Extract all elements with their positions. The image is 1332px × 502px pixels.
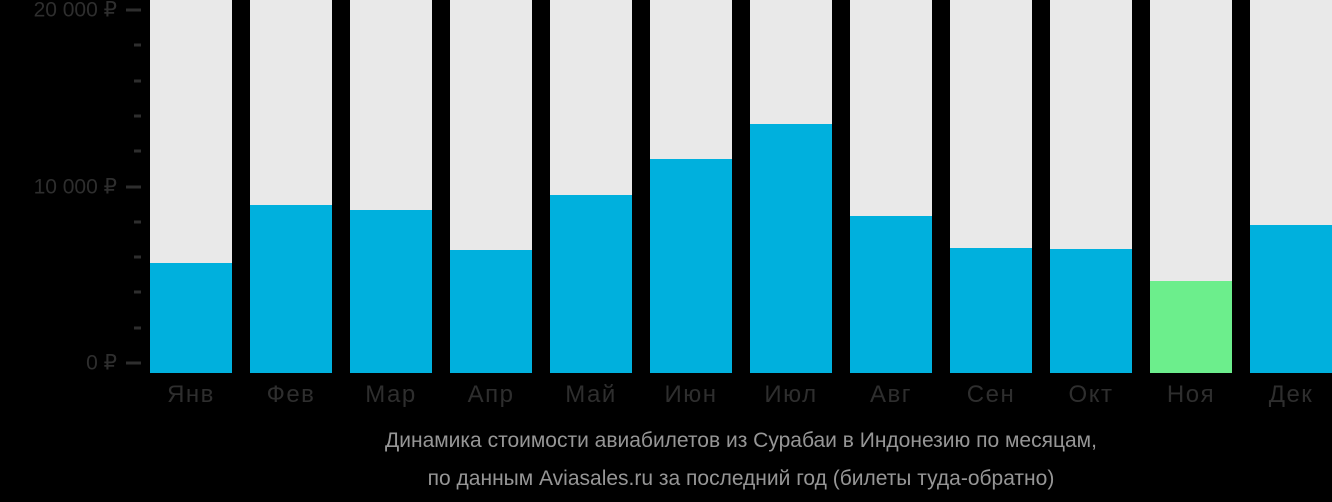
y-tick-label-10000: 10 000 ₽ bbox=[33, 175, 117, 198]
y-tick-minor-18000 bbox=[134, 43, 141, 47]
y-tick-major-0 bbox=[126, 361, 141, 365]
bar-track-jan bbox=[150, 0, 232, 373]
bar-jan bbox=[150, 263, 232, 373]
bar-track-feb bbox=[250, 0, 332, 373]
y-tick-label-20000: 20 000 ₽ bbox=[33, 0, 117, 22]
x-axis-label-jul: Июл bbox=[764, 381, 818, 408]
x-axis-label-oct: Окт bbox=[1068, 381, 1114, 408]
bar-track-dec bbox=[1250, 0, 1332, 373]
y-tick-minor-6000 bbox=[134, 255, 141, 259]
bar-track-nov bbox=[1150, 0, 1232, 373]
bar-jun bbox=[650, 159, 732, 373]
bar-oct bbox=[1050, 249, 1132, 373]
y-tick-minor-12000 bbox=[134, 149, 141, 153]
x-axis-label-feb: Фев bbox=[266, 381, 316, 408]
bar-track-may bbox=[550, 0, 632, 373]
bar-jul bbox=[750, 124, 832, 373]
y-tick-minor-2000 bbox=[134, 326, 141, 330]
bar-track-mar bbox=[350, 0, 432, 373]
x-axis-label-mar: Мар bbox=[365, 381, 417, 408]
x-axis-label-nov: Ноя bbox=[1166, 381, 1216, 408]
bar-track-jun bbox=[650, 0, 732, 373]
caption-line-1: Динамика стоимости авиабилетов из Сураба… bbox=[385, 429, 1097, 452]
bar-dec bbox=[1250, 225, 1332, 373]
bar-mar bbox=[350, 210, 432, 373]
x-axis-label-dec: Дек bbox=[1268, 381, 1314, 408]
y-tick-minor-16000 bbox=[134, 79, 141, 83]
bar-aug bbox=[850, 216, 932, 373]
caption-line-2: по данным Aviasales.ru за последний год … bbox=[427, 467, 1055, 490]
y-tick-label-0: 0 ₽ bbox=[86, 351, 117, 375]
x-axis-label-may: Май bbox=[565, 381, 617, 408]
bar-may bbox=[550, 195, 632, 373]
plot-area bbox=[150, 0, 1332, 373]
bar-nov bbox=[1150, 281, 1232, 373]
x-axis-label-jan: Янв bbox=[167, 381, 215, 408]
x-axis: Янв Фев Мар Апр Май Июн Июл Авг Сен Окт Ноя Дек bbox=[150, 381, 1332, 411]
bar-sep bbox=[950, 248, 1032, 373]
x-axis-label-apr: Апр bbox=[467, 381, 515, 408]
bar-feb bbox=[250, 205, 332, 373]
x-axis-label-jun: Июн bbox=[664, 381, 718, 408]
bar-apr bbox=[450, 250, 532, 373]
bar-track-jul bbox=[750, 0, 832, 373]
bar-track-aug bbox=[850, 0, 932, 373]
bar-track-apr bbox=[450, 0, 532, 373]
y-tick-minor-4000 bbox=[134, 290, 141, 294]
bar-track-sep bbox=[950, 0, 1032, 373]
y-tick-minor-8000 bbox=[134, 220, 141, 224]
x-axis-label-sep: Сен bbox=[966, 381, 1016, 408]
bar-track-oct bbox=[1050, 0, 1132, 373]
x-axis-label-aug: Авг bbox=[869, 381, 912, 408]
chart-caption: Динамика стоимости авиабилетов из Сураба… bbox=[150, 430, 1332, 490]
y-tick-minor-14000 bbox=[134, 114, 141, 118]
y-tick-major-20000 bbox=[126, 8, 141, 12]
y-tick-major-10000 bbox=[126, 185, 141, 188]
